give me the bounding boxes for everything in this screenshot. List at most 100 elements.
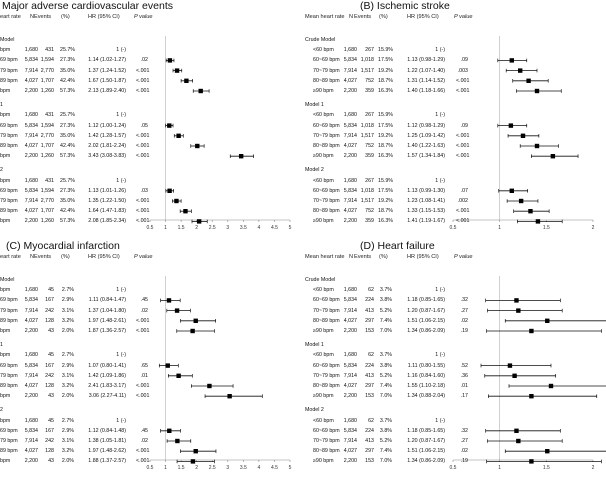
x-tick-label: 0.5 (147, 225, 154, 231)
x-tick-label: 1.5 (178, 225, 185, 231)
row-n: 7,914 (343, 132, 357, 139)
row-events: 1,260 (40, 218, 54, 225)
row-hr-ci: 1.12 (1.00-1.24) (88, 122, 126, 129)
row-hr-ci: 2.02 (1.81-2.24) (88, 143, 126, 149)
row-hr-ci: 1 (-) (116, 287, 126, 294)
row-hr-ci: 1.64 (1.47-1.83) (88, 208, 126, 215)
row-p-value: <.001 (456, 218, 470, 225)
forest-plot: 0.5 1 1.5 2 (450, 276, 606, 471)
hr-point (174, 198, 179, 204)
row-hr-ci: 3.43 (3.08-3.83) (88, 153, 126, 160)
row-hr-ci: 1.35 (1.22-1.50) (88, 198, 126, 204)
p-value-header: P value (454, 254, 473, 260)
row-events: 297 (365, 448, 374, 455)
row-pct: 42.4% (60, 208, 76, 215)
row-events: 128 (45, 317, 54, 324)
hr-point (507, 363, 513, 368)
hr-point (529, 328, 534, 334)
row-n: 1,680 (343, 417, 357, 424)
row-hr-ci: 1.57 (1.34-1.84) (407, 153, 445, 160)
row-n: 5,834 (24, 362, 38, 369)
n-header: N (349, 14, 354, 20)
row-pct: 3.8% (379, 427, 392, 434)
row-events: 128 (45, 448, 54, 455)
row-heart-rate-label: 80~89 bpm (313, 143, 340, 149)
x-tick-label: 1.5 (543, 465, 550, 471)
row-heart-rate-label: 69 bpm (0, 187, 18, 194)
hr-point (238, 154, 244, 159)
row-p-value: .45 (140, 297, 148, 304)
row-heart-rate-label: 80~89 bpm (313, 208, 340, 215)
row-events: 297 (365, 317, 374, 324)
row-heart-rate-label: bpm (0, 352, 11, 359)
row-hr-ci: 1.41 (1.19-1.67) (407, 218, 445, 225)
row-events: 1,517 (360, 132, 374, 139)
row-n: 4,027 (343, 143, 357, 149)
row-heart-rate-label: 89 bpm (0, 208, 18, 215)
row-n: 7,914 (343, 67, 357, 74)
hr-point (166, 298, 172, 303)
hr-point (518, 68, 523, 73)
row-events: 2,770 (40, 67, 54, 74)
row-pct: 15.9% (378, 47, 394, 54)
row-hr-ci: 1.13 (0.98-1.29) (407, 57, 445, 64)
row-heart-rate-label: 70~79 bpm (313, 198, 340, 204)
row-pct: 19.2% (378, 67, 394, 74)
row-pct: 27.3% (60, 187, 76, 194)
row-n: 1,680 (24, 287, 38, 294)
row-events: 431 (45, 47, 54, 54)
row-pct: 18.7% (378, 208, 394, 215)
hr-point (548, 383, 554, 389)
row-pct: 3.7% (379, 352, 392, 359)
row-pct: 57.3% (60, 88, 76, 94)
x-tick-label: 4.5 (271, 225, 278, 231)
hr-point (528, 209, 533, 214)
row-p-value: .02 (460, 317, 468, 324)
row-n: 5,834 (343, 297, 357, 304)
row-heart-rate-label: 79 bpm (0, 198, 18, 204)
row-n: 2,200 (343, 218, 357, 225)
row-heart-rate-label: bpm (0, 393, 11, 400)
row-pct: 15.9% (378, 112, 394, 119)
row-events: 267 (365, 47, 374, 54)
row-p-value: .09 (460, 122, 468, 129)
row-n: 1,680 (24, 352, 38, 359)
row-n: 5,834 (343, 362, 357, 369)
row-hr-ci: 1.23 (1.08-1.41) (407, 198, 445, 204)
row-pct: 3.2% (61, 317, 74, 324)
n-header: N (30, 14, 35, 20)
x-tick-label: 2 (195, 225, 198, 231)
row-p-value: .27 (460, 307, 468, 314)
row-heart-rate-label: 80~89 bpm (313, 448, 340, 455)
hr-point (534, 143, 540, 149)
row-pct: 35.0% (60, 198, 76, 204)
row-pct: 3.8% (379, 362, 392, 369)
row-events: 167 (45, 427, 54, 434)
row-events: 43 (48, 393, 54, 400)
row-n: 5,834 (24, 297, 38, 304)
row-heart-rate-label: 79 bpm (0, 438, 18, 444)
row-heart-rate-label: 70~79 bpm (313, 132, 340, 139)
row-heart-rate-label: <60 bpm (313, 352, 334, 359)
heart-rate-header: Mean heart rate (305, 14, 345, 20)
model-label: 1 (0, 342, 3, 349)
x-tick-label: 2 (195, 465, 198, 471)
hr-header: HR (95% CI) (407, 254, 439, 260)
row-heart-rate-label: 69 bpm (0, 297, 18, 304)
row-hr-ci: 1 (-) (116, 112, 126, 119)
row-n: 4,027 (343, 317, 357, 324)
row-events: 752 (365, 77, 374, 84)
heart-rate-header: eart rate (0, 254, 21, 260)
hr-point (198, 88, 203, 94)
row-p-value: <.001 (136, 67, 150, 74)
row-events: 2,770 (40, 132, 54, 139)
row-heart-rate-label: 60~69 bpm (313, 122, 340, 129)
row-hr-ci: 1.12 (0.84-1.48) (88, 427, 126, 434)
row-pct: 2.9% (61, 362, 74, 369)
row-events: 1,517 (360, 67, 374, 74)
row-hr-ci: 1.42 (1.28-1.57) (88, 132, 126, 139)
row-pct: 3.8% (379, 297, 392, 304)
row-n: 4,027 (343, 77, 357, 84)
row-p-value: <.001 (136, 383, 150, 389)
model-label: 2 (0, 167, 3, 174)
